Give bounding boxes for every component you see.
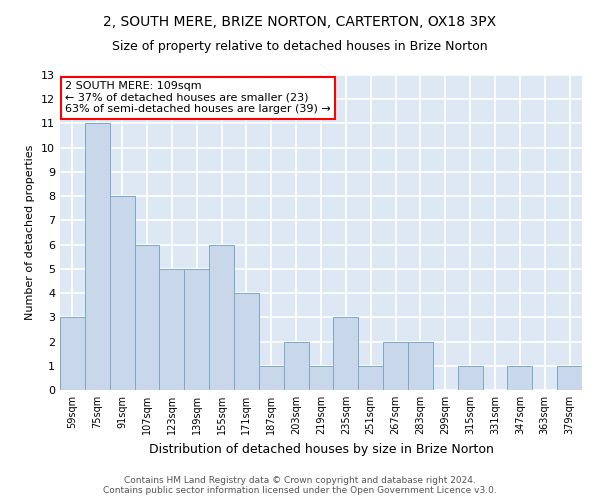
Bar bbox=[383, 342, 408, 390]
Bar bbox=[110, 196, 134, 390]
Bar bbox=[334, 318, 358, 390]
X-axis label: Distribution of detached houses by size in Brize Norton: Distribution of detached houses by size … bbox=[149, 442, 493, 456]
Bar bbox=[85, 124, 110, 390]
Bar bbox=[358, 366, 383, 390]
Text: 2 SOUTH MERE: 109sqm
← 37% of detached houses are smaller (23)
63% of semi-detac: 2 SOUTH MERE: 109sqm ← 37% of detached h… bbox=[65, 82, 331, 114]
Bar bbox=[557, 366, 582, 390]
Text: Contains HM Land Registry data © Crown copyright and database right 2024.
Contai: Contains HM Land Registry data © Crown c… bbox=[103, 476, 497, 495]
Bar bbox=[284, 342, 308, 390]
Bar bbox=[508, 366, 532, 390]
Bar bbox=[259, 366, 284, 390]
Bar bbox=[308, 366, 334, 390]
Bar bbox=[160, 269, 184, 390]
Bar bbox=[458, 366, 482, 390]
Bar bbox=[184, 269, 209, 390]
Bar bbox=[234, 293, 259, 390]
Bar bbox=[134, 244, 160, 390]
Text: 2, SOUTH MERE, BRIZE NORTON, CARTERTON, OX18 3PX: 2, SOUTH MERE, BRIZE NORTON, CARTERTON, … bbox=[103, 15, 497, 29]
Text: Size of property relative to detached houses in Brize Norton: Size of property relative to detached ho… bbox=[112, 40, 488, 53]
Bar bbox=[408, 342, 433, 390]
Bar bbox=[60, 318, 85, 390]
Bar bbox=[209, 244, 234, 390]
Y-axis label: Number of detached properties: Number of detached properties bbox=[25, 145, 35, 320]
